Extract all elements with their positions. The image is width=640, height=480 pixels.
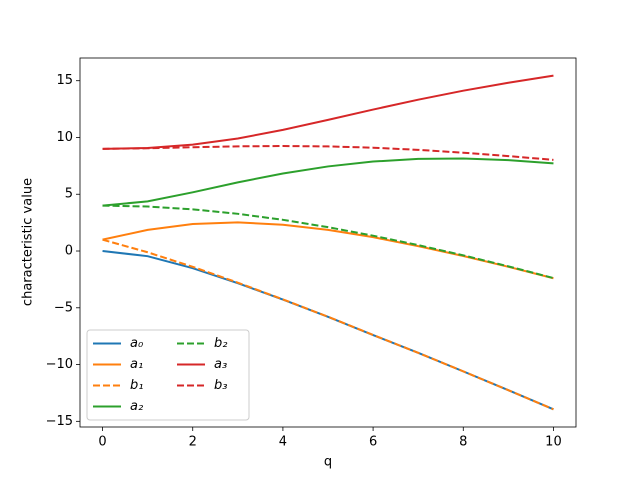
legend-label: a₁ <box>130 357 143 372</box>
plot-frame <box>79 57 577 428</box>
series-line <box>102 204 554 280</box>
series-line <box>102 74 554 150</box>
x-tick-label: 10 <box>545 435 562 450</box>
legend-label: b₁ <box>130 378 143 393</box>
y-tick-label: −5 <box>54 300 73 315</box>
legend-label: a₂ <box>130 399 143 414</box>
series-line <box>102 157 554 207</box>
legend-box <box>86 329 250 421</box>
y-tick-label: 5 <box>65 187 73 202</box>
x-tick-label: 8 <box>459 435 467 450</box>
y-tick-label: 10 <box>56 130 73 145</box>
legend-label: a₃ <box>214 357 227 372</box>
y-tick-label: −10 <box>46 357 73 372</box>
legend-label: a₀ <box>130 336 144 351</box>
x-tick-label: 2 <box>189 435 197 450</box>
series-line <box>102 238 554 411</box>
x-tick-label: 0 <box>98 435 106 450</box>
y-tick-label: 0 <box>65 244 73 259</box>
y-tick-label: 15 <box>56 73 73 88</box>
legend-label: b₃ <box>214 378 227 393</box>
x-tick-label: 4 <box>279 435 287 450</box>
y-axis-label: characteristic value <box>21 178 36 306</box>
x-axis-label: q <box>324 455 332 470</box>
x-tick-label: 6 <box>369 435 377 450</box>
legend-label: b₂ <box>214 336 227 351</box>
y-tick-label: −15 <box>46 414 73 429</box>
series-line <box>102 145 554 161</box>
